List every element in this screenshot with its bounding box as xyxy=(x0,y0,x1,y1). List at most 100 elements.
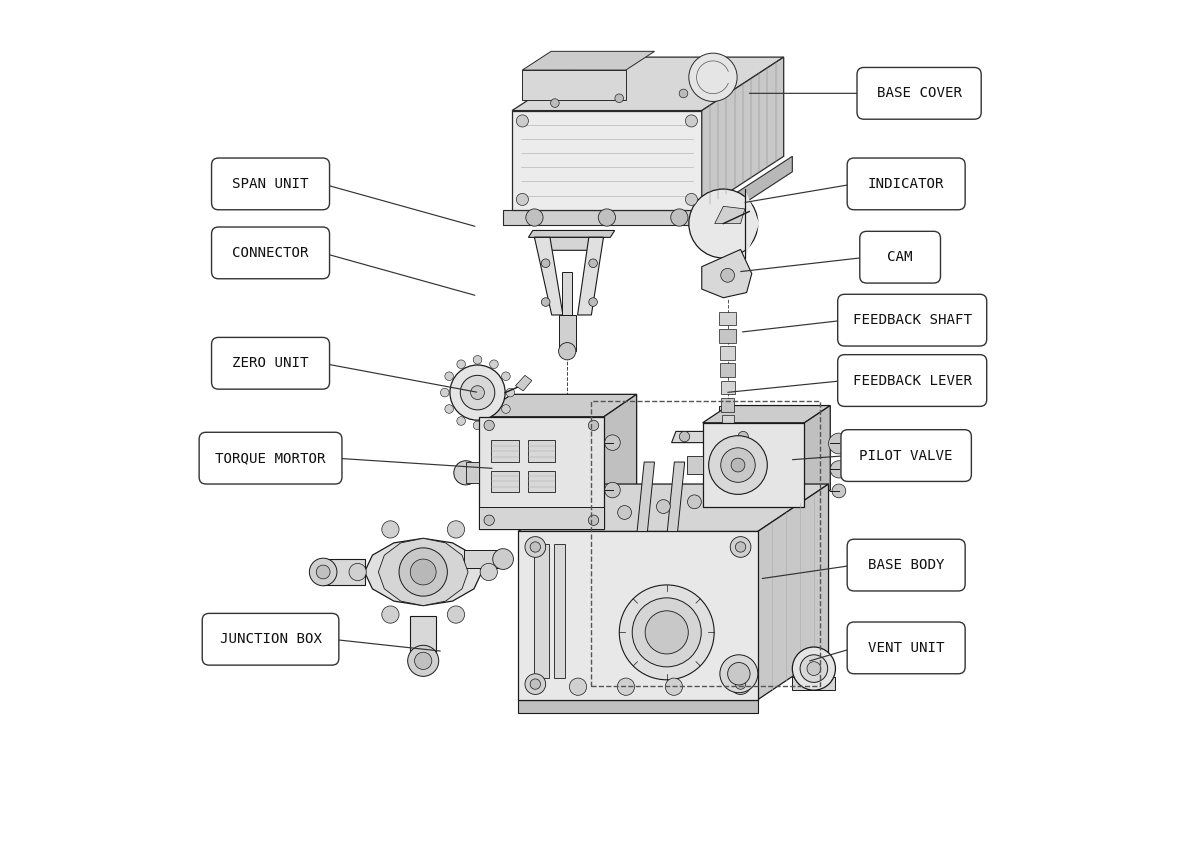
Polygon shape xyxy=(577,237,604,315)
Polygon shape xyxy=(504,210,710,226)
Circle shape xyxy=(457,360,466,369)
FancyBboxPatch shape xyxy=(838,355,986,406)
FancyBboxPatch shape xyxy=(528,470,556,492)
FancyBboxPatch shape xyxy=(847,158,965,210)
Polygon shape xyxy=(528,231,614,237)
FancyBboxPatch shape xyxy=(857,68,982,119)
Circle shape xyxy=(721,448,755,483)
Circle shape xyxy=(541,298,550,306)
Polygon shape xyxy=(518,700,758,713)
Text: BASE BODY: BASE BODY xyxy=(868,558,944,572)
Polygon shape xyxy=(410,616,436,661)
Circle shape xyxy=(665,678,683,695)
Circle shape xyxy=(490,360,498,369)
FancyBboxPatch shape xyxy=(211,158,330,210)
Polygon shape xyxy=(479,417,604,529)
Polygon shape xyxy=(721,415,733,429)
Circle shape xyxy=(559,343,576,360)
Polygon shape xyxy=(378,538,468,606)
Circle shape xyxy=(806,661,821,675)
Circle shape xyxy=(619,585,714,680)
Text: CAM: CAM xyxy=(887,250,913,264)
FancyBboxPatch shape xyxy=(554,544,565,678)
Circle shape xyxy=(382,521,400,538)
FancyBboxPatch shape xyxy=(859,232,941,283)
Polygon shape xyxy=(522,70,626,100)
Circle shape xyxy=(445,404,454,413)
Text: BASE COVER: BASE COVER xyxy=(877,86,961,101)
Polygon shape xyxy=(466,463,479,483)
Polygon shape xyxy=(559,315,576,352)
Circle shape xyxy=(828,433,850,454)
FancyBboxPatch shape xyxy=(534,544,550,678)
Text: SPAN UNIT: SPAN UNIT xyxy=(233,177,308,191)
FancyBboxPatch shape xyxy=(847,539,965,591)
FancyBboxPatch shape xyxy=(211,338,330,389)
Polygon shape xyxy=(516,375,532,391)
Text: FEEDBACK SHAFT: FEEDBACK SHAFT xyxy=(853,313,972,327)
Polygon shape xyxy=(792,677,835,690)
Polygon shape xyxy=(720,364,734,377)
Circle shape xyxy=(408,645,439,676)
FancyBboxPatch shape xyxy=(841,430,971,482)
Circle shape xyxy=(689,53,737,102)
Circle shape xyxy=(589,259,598,267)
Circle shape xyxy=(605,435,620,450)
Circle shape xyxy=(736,679,745,689)
Polygon shape xyxy=(719,405,737,431)
FancyBboxPatch shape xyxy=(491,470,518,492)
Circle shape xyxy=(731,674,751,694)
FancyBboxPatch shape xyxy=(491,440,518,462)
Circle shape xyxy=(589,298,598,306)
Text: INDICATOR: INDICATOR xyxy=(868,177,944,191)
Text: ZERO UNIT: ZERO UNIT xyxy=(233,356,308,371)
Polygon shape xyxy=(758,484,828,700)
Circle shape xyxy=(484,515,494,525)
Circle shape xyxy=(738,431,749,442)
FancyBboxPatch shape xyxy=(479,507,604,529)
Polygon shape xyxy=(745,189,760,258)
Circle shape xyxy=(310,558,337,586)
Circle shape xyxy=(445,372,454,380)
Circle shape xyxy=(382,606,400,623)
Polygon shape xyxy=(710,156,792,226)
Polygon shape xyxy=(722,432,733,446)
Circle shape xyxy=(656,500,671,514)
Circle shape xyxy=(502,404,510,413)
Polygon shape xyxy=(703,423,804,507)
Circle shape xyxy=(618,505,631,519)
Text: TORQUE MORTOR: TORQUE MORTOR xyxy=(215,451,325,465)
Circle shape xyxy=(414,652,432,669)
Text: VENT UNIT: VENT UNIT xyxy=(868,641,944,654)
FancyBboxPatch shape xyxy=(199,432,342,484)
Text: PILOT VALVE: PILOT VALVE xyxy=(859,449,953,463)
Polygon shape xyxy=(672,431,758,443)
Polygon shape xyxy=(604,394,637,529)
Circle shape xyxy=(721,268,734,282)
Circle shape xyxy=(530,679,540,689)
Circle shape xyxy=(502,372,510,380)
Polygon shape xyxy=(512,110,702,210)
Circle shape xyxy=(599,209,616,227)
Polygon shape xyxy=(512,57,784,110)
Circle shape xyxy=(792,647,835,690)
Circle shape xyxy=(516,194,528,206)
Circle shape xyxy=(688,495,701,509)
Circle shape xyxy=(516,115,528,127)
Polygon shape xyxy=(702,249,751,298)
Circle shape xyxy=(685,194,697,206)
Polygon shape xyxy=(464,550,503,568)
Circle shape xyxy=(720,654,758,693)
Circle shape xyxy=(506,388,515,397)
Circle shape xyxy=(709,436,767,495)
Circle shape xyxy=(448,521,464,538)
Circle shape xyxy=(493,549,514,569)
Circle shape xyxy=(541,259,550,267)
Circle shape xyxy=(473,356,482,365)
Polygon shape xyxy=(534,237,604,250)
Circle shape xyxy=(727,662,750,685)
Polygon shape xyxy=(804,405,830,507)
Text: CONNECTOR: CONNECTOR xyxy=(233,246,308,260)
Circle shape xyxy=(551,99,559,108)
Circle shape xyxy=(588,420,599,431)
